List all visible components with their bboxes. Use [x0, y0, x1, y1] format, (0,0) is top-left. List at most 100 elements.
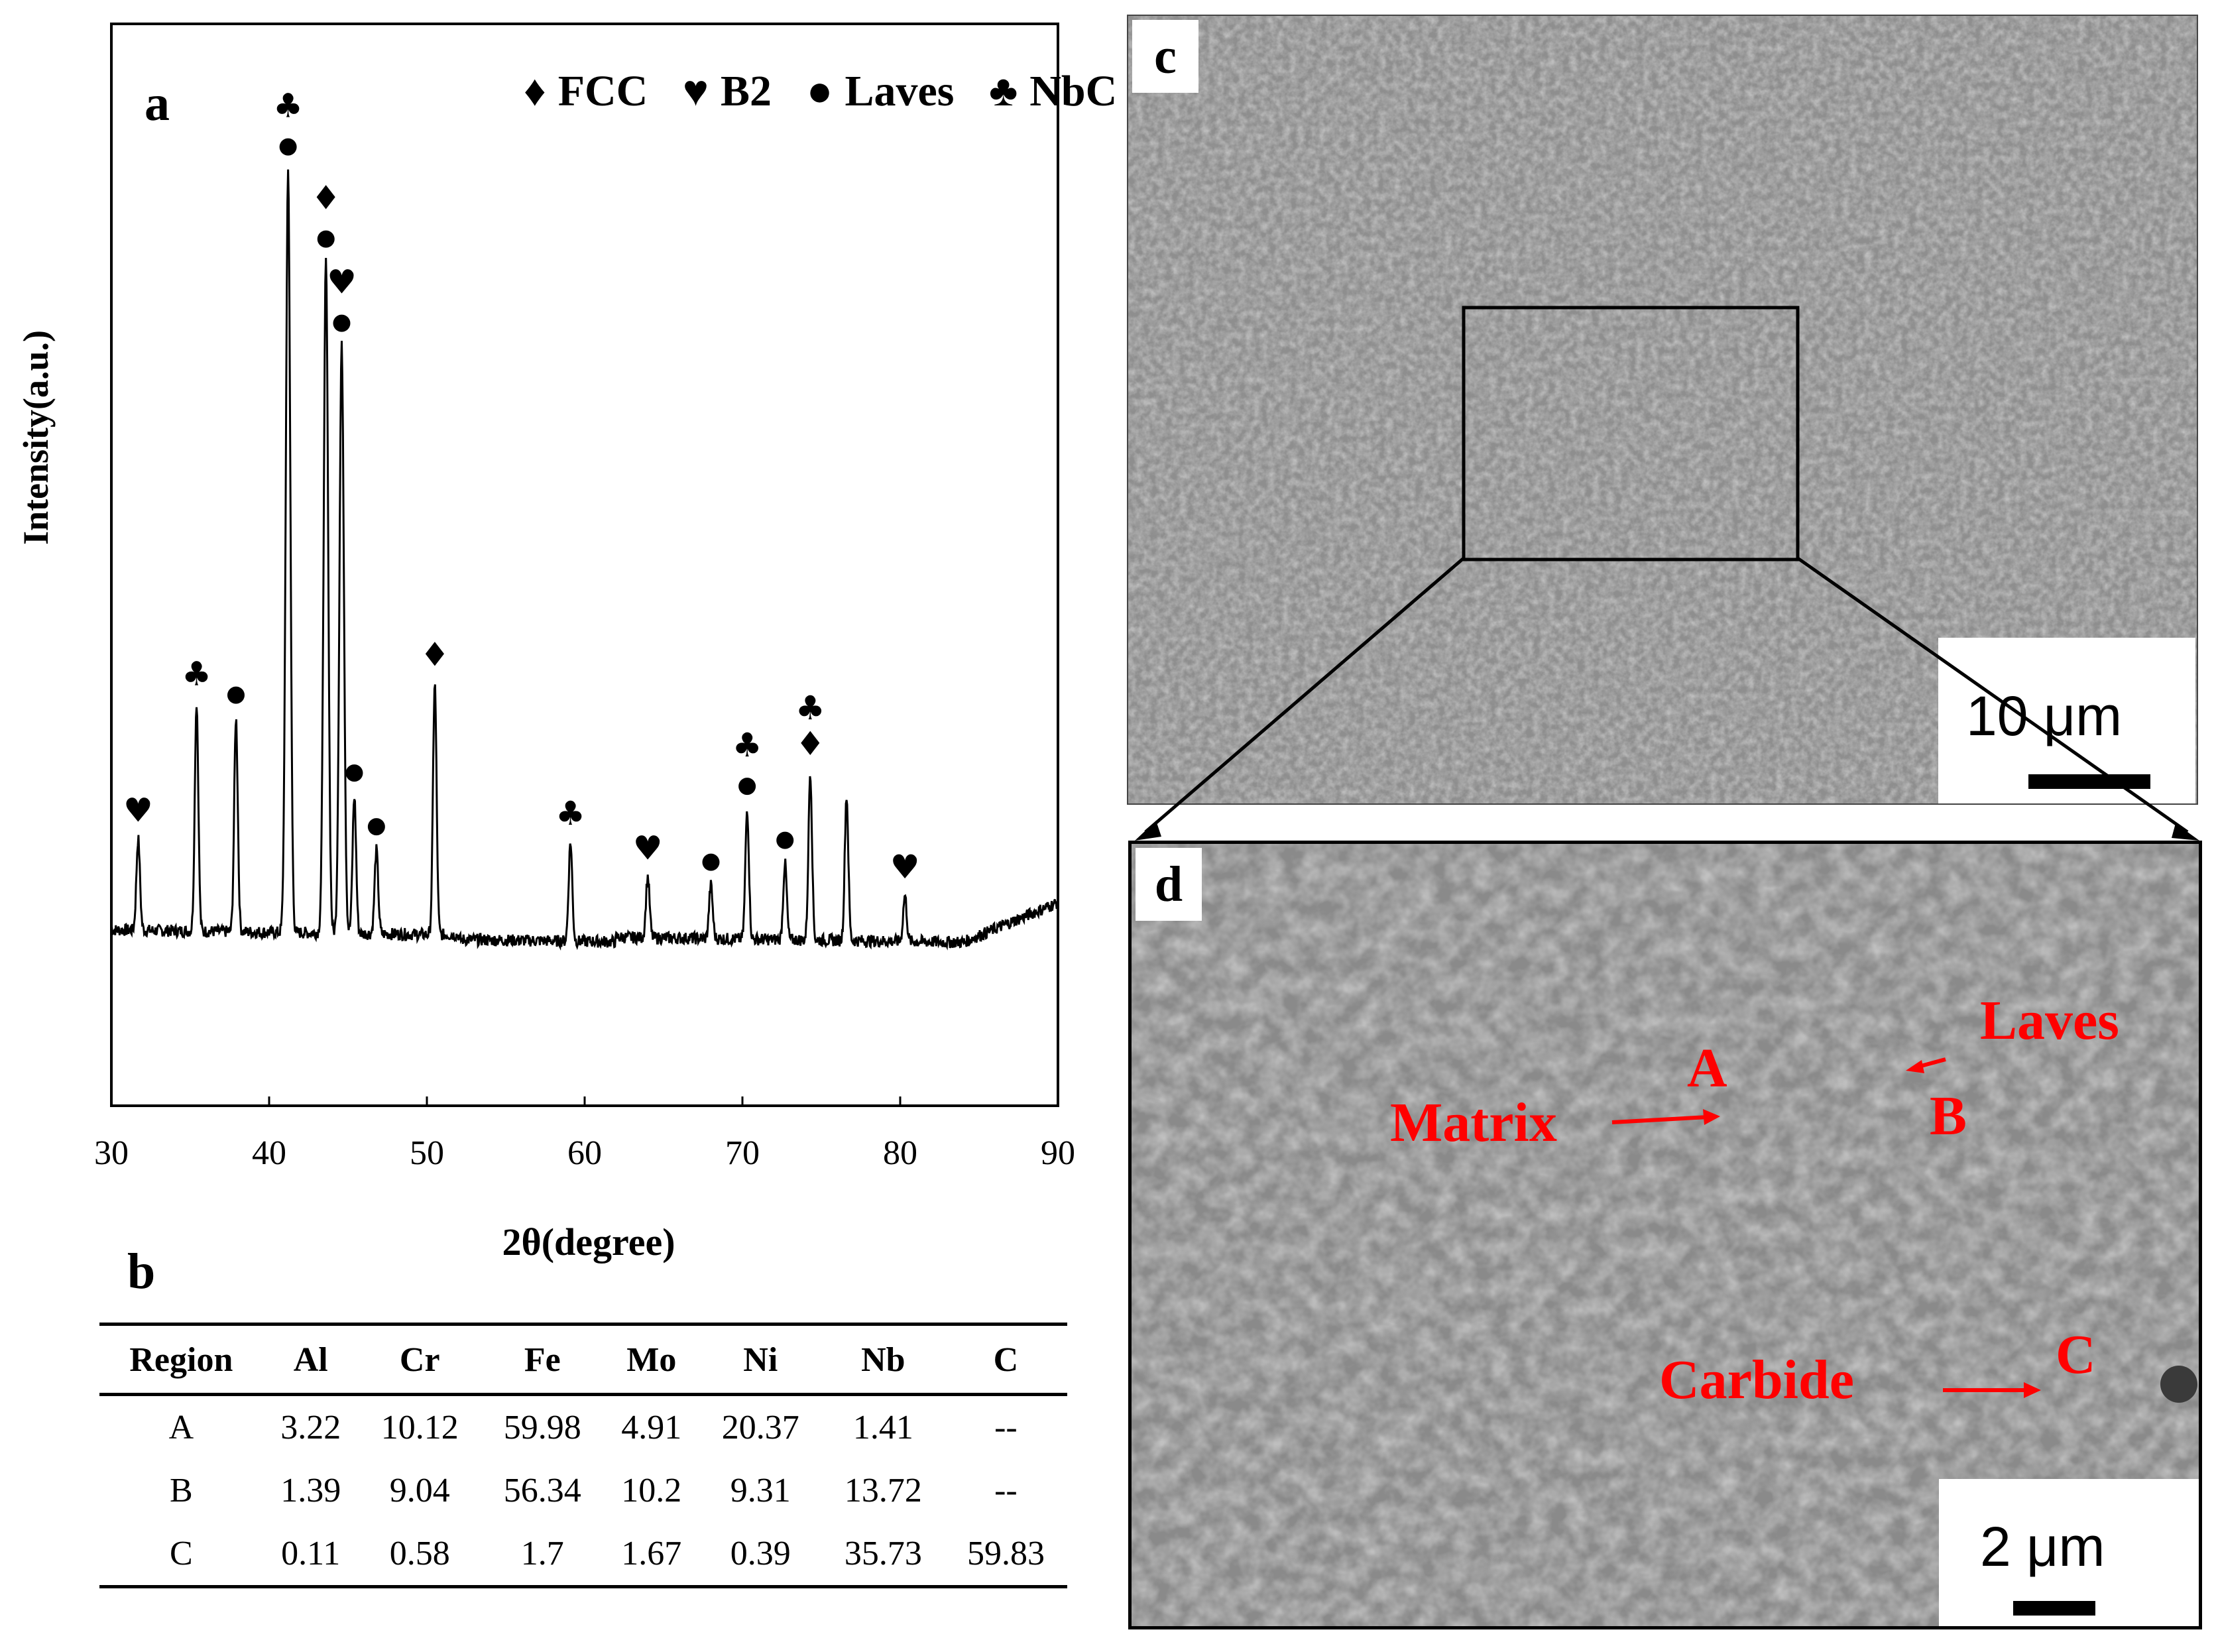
zoom-arrow-right: [2172, 823, 2199, 841]
header-al: Al: [293, 1341, 328, 1379]
table-cell: 0.39: [730, 1535, 791, 1572]
zoom-line-right: [1796, 556, 2189, 834]
peak-marker: ♥: [123, 791, 153, 829]
header-fe: Fe: [524, 1341, 561, 1379]
table-cell: 59.83: [966, 1535, 1045, 1572]
peak-marker: ♣: [555, 794, 585, 833]
table-row: A 3.22 10.12 59.98 4.91 20.37 1.41 --: [99, 1395, 1067, 1460]
header-c: C: [993, 1341, 1019, 1379]
table-cell: 4.91: [621, 1409, 682, 1446]
peak-marker: ♥: [890, 848, 920, 886]
table-cell: 1.41: [852, 1409, 913, 1446]
table-cell: A: [168, 1409, 194, 1446]
peak-marker: ●: [775, 825, 795, 852]
legend-nbc-symbol: ♣: [988, 67, 1018, 115]
table-cell: 13.72: [844, 1472, 922, 1509]
peak-marker: ●: [226, 680, 246, 707]
x-ticks: [110, 1096, 1059, 1106]
table-cell: 20.37: [721, 1409, 799, 1446]
table-cell: 9.04: [389, 1472, 450, 1509]
panel-label-d: d: [1136, 848, 1202, 921]
sem-image-low-mag: c 10 μm: [1127, 15, 2198, 805]
panel-label-b: b: [127, 1244, 156, 1299]
label-laves: Laves: [1980, 990, 2119, 1051]
legend-b2-label: B2: [721, 67, 772, 115]
x-tick-label: 60: [567, 1134, 602, 1172]
zoom-line-left: [1144, 557, 1465, 833]
chart-legend: ♦ FCC ♥ B2 ● Laves ♣ NbC: [524, 66, 1141, 117]
legend-laves-label: Laves: [845, 67, 955, 115]
legend-nbc-label: NbC: [1029, 67, 1118, 115]
table-cell: 1.67: [621, 1535, 682, 1572]
legend-b2-symbol: ♥: [682, 67, 709, 115]
header-nb: Nb: [861, 1341, 905, 1379]
panel-label-a: a: [145, 76, 170, 131]
table-row: B 1.39 9.04 56.34 10.2 9.31 13.72 --: [99, 1459, 1067, 1522]
x-tick-label: 70: [725, 1134, 760, 1172]
header-ni: Ni: [743, 1341, 778, 1379]
peak-marker: ●: [316, 224, 336, 251]
table-cell: 9.31: [730, 1472, 791, 1509]
peak-marker: ♣: [273, 87, 303, 125]
table-cell: 0.11: [281, 1535, 341, 1572]
legend-fcc-symbol: ♦: [524, 67, 546, 115]
label-b: B: [1930, 1085, 1967, 1147]
table-header-row: Region Al Cr Fe Mo Ni Nb C: [99, 1324, 1067, 1395]
table-cell: 56.34: [503, 1472, 581, 1509]
xrd-pattern-line: [110, 169, 1059, 951]
table-cell: 3.22: [280, 1409, 341, 1446]
peak-marker: ●: [332, 308, 352, 335]
zoom-arrow-left: [1135, 821, 1161, 841]
panel-label-c: c: [1132, 20, 1198, 93]
table-cell: --: [994, 1472, 1018, 1509]
dark-pore: [2160, 1366, 2197, 1403]
legend-laves-symbol: ●: [806, 67, 833, 115]
table-cell: 0.58: [389, 1535, 450, 1572]
peak-marker: ♣: [732, 726, 762, 764]
header-region: Region: [129, 1341, 233, 1379]
scale-box-d: 2 μm: [1939, 1479, 2199, 1626]
scale-box-c: 10 μm: [1938, 638, 2195, 803]
peak-marker: ♦: [795, 725, 825, 763]
peak-marker: ♣: [182, 655, 211, 693]
peak-markers: ♥♣●●♣●♦●♥●●♦♣♥ ●●♣●♦♣♥: [123, 87, 920, 886]
sem-image-high-mag: d Laves A Matrix B Carbide C 2 μm: [1128, 841, 2202, 1629]
x-tick-label: 80: [883, 1134, 917, 1172]
peak-marker: ●: [737, 772, 757, 798]
x-tick-label: 50: [410, 1134, 444, 1172]
peak-marker: ♣: [795, 689, 825, 727]
table-cell: 10.12: [380, 1409, 459, 1446]
table-row: C 0.11 0.58 1.7 1.67 0.39 35.73 59.83: [99, 1522, 1067, 1587]
xrd-chart: ♥♣●●♣●♦●♥●●♦♣♥ ●●♣●♦♣♥: [110, 23, 1059, 1107]
table-cell: 59.98: [503, 1409, 581, 1446]
zoom-region-box: [1462, 306, 1800, 561]
peak-marker: ●: [367, 812, 386, 839]
legend-fcc-label: FCC: [557, 67, 648, 115]
label-matrix: Matrix: [1390, 1092, 1557, 1153]
peak-marker: ♦: [311, 178, 341, 217]
peak-marker: ●: [345, 758, 365, 785]
label-c: C: [2056, 1324, 2096, 1386]
peak-marker: ●: [701, 847, 721, 874]
annotation-arrows: [1611, 1057, 2041, 1398]
x-tick-label: 90: [1041, 1134, 1075, 1172]
peak-marker: ♥: [327, 263, 357, 301]
table-cell: B: [170, 1472, 193, 1509]
header-cr: Cr: [399, 1341, 440, 1379]
scale-label-d: 2 μm: [1980, 1515, 2105, 1578]
x-axis-label: 2θ(degree): [502, 1220, 675, 1264]
composition-table: Region Al Cr Fe Mo Ni Nb C A 3.22 10.12 …: [99, 1323, 1067, 1588]
x-tick-label: 40: [252, 1134, 286, 1172]
label-carbide: Carbide: [1659, 1349, 1854, 1411]
table-cell: 35.73: [844, 1535, 922, 1572]
peak-marker: ♥: [633, 829, 663, 867]
header-mo: Mo: [626, 1341, 677, 1379]
table-cell: C: [170, 1535, 193, 1572]
table-cell: 1.7: [520, 1535, 564, 1572]
table-cell: 1.39: [280, 1472, 341, 1509]
peak-marker: ♦: [420, 635, 449, 674]
table-cell: --: [994, 1409, 1018, 1446]
sem-texture-c: [1128, 16, 2197, 803]
peak-marker: ●: [278, 133, 298, 159]
